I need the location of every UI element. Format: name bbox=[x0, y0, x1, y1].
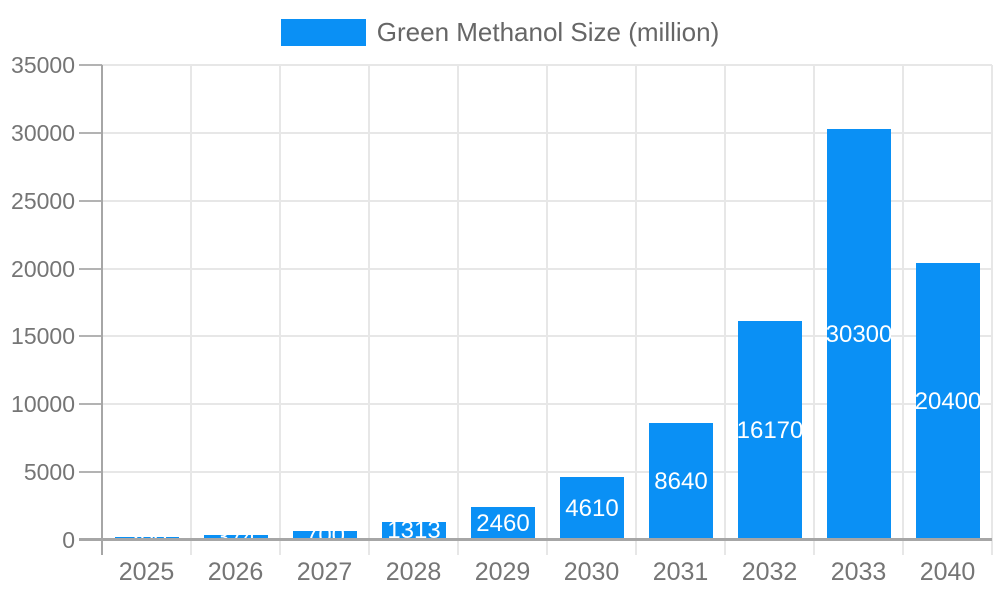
x-tick-label: 2032 bbox=[741, 558, 798, 586]
y-tick-label: 30000 bbox=[11, 120, 75, 146]
legend-label: Green Methanol Size (million) bbox=[376, 17, 720, 47]
y-axis-line bbox=[101, 65, 103, 555]
bar-value-label: 16170 bbox=[738, 416, 802, 444]
y-tick bbox=[79, 335, 102, 337]
x-tick-label: 2028 bbox=[385, 558, 442, 586]
y-tick-label: 20000 bbox=[11, 256, 75, 282]
x-gridline bbox=[368, 65, 370, 555]
bar-value-label: 374 bbox=[216, 535, 256, 540]
x-axis-line bbox=[79, 538, 992, 541]
bar[interactable]: 20400 bbox=[916, 263, 980, 540]
bar-value-label: 8640 bbox=[654, 467, 708, 495]
bar-value-label: 1313 bbox=[387, 522, 441, 540]
bar[interactable]: 700 bbox=[293, 531, 357, 541]
x-gridline bbox=[457, 65, 459, 555]
x-tick-label: 2025 bbox=[118, 558, 175, 586]
y-tick-label: 25000 bbox=[11, 188, 75, 214]
bar[interactable]: 4610 bbox=[560, 477, 624, 540]
y-tick bbox=[79, 64, 102, 66]
x-gridline bbox=[902, 65, 904, 555]
x-tick-label: 2026 bbox=[207, 558, 264, 586]
x-gridline bbox=[813, 65, 815, 555]
bar-value-label: 4610 bbox=[565, 494, 619, 522]
bar[interactable]: 2460 bbox=[471, 507, 535, 540]
y-tick-label: 15000 bbox=[11, 323, 75, 349]
x-gridline bbox=[635, 65, 637, 555]
bar-value-label: 2460 bbox=[476, 509, 530, 537]
x-gridline bbox=[190, 65, 192, 555]
bar-value-label: 30300 bbox=[827, 320, 891, 348]
x-gridline bbox=[279, 65, 281, 555]
bar[interactable]: 30300 bbox=[827, 129, 891, 540]
y-tick bbox=[79, 471, 102, 473]
bar[interactable]: 374 bbox=[204, 535, 268, 540]
x-tick-label: 2033 bbox=[830, 558, 887, 586]
y-tick-label: 35000 bbox=[11, 52, 75, 78]
bar[interactable]: 8640 bbox=[649, 423, 713, 540]
y-tick bbox=[79, 268, 102, 270]
legend[interactable]: Green Methanol Size (million) bbox=[0, 17, 1000, 47]
y-tick-label: 5000 bbox=[23, 459, 75, 485]
bar-value-label: 20400 bbox=[916, 387, 980, 415]
y-tick bbox=[79, 200, 102, 202]
bar-value-label: 700 bbox=[305, 531, 345, 541]
x-tick-label: 2040 bbox=[919, 558, 976, 586]
legend-swatch-icon bbox=[280, 18, 366, 46]
x-gridline bbox=[991, 65, 993, 555]
y-tick bbox=[79, 403, 102, 405]
x-tick-label: 2029 bbox=[474, 558, 531, 586]
x-tick-label: 2027 bbox=[296, 558, 353, 586]
x-gridline bbox=[546, 65, 548, 555]
x-tick-label: 2031 bbox=[652, 558, 709, 586]
bar[interactable]: 16170 bbox=[738, 321, 802, 540]
x-gridline bbox=[724, 65, 726, 555]
y-tick-label: 0 bbox=[62, 527, 75, 553]
bar[interactable]: 1313 bbox=[382, 522, 446, 540]
x-tick-label: 2030 bbox=[563, 558, 620, 586]
y-tick bbox=[79, 132, 102, 134]
y-tick-label: 10000 bbox=[11, 391, 75, 417]
